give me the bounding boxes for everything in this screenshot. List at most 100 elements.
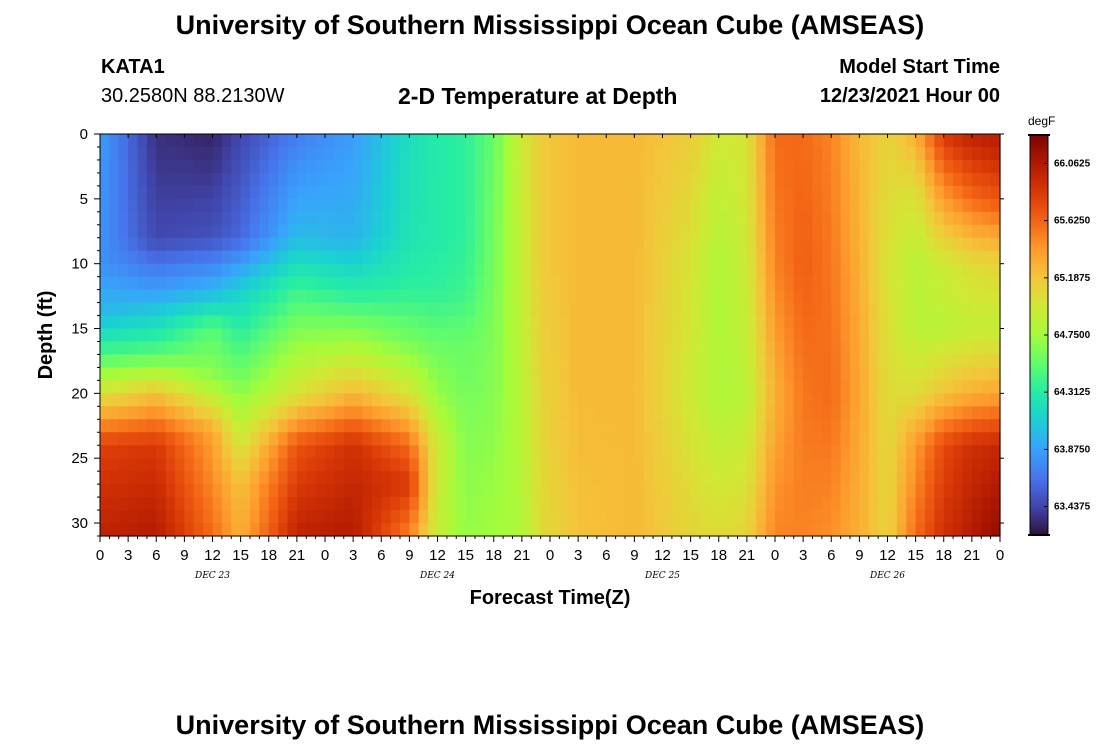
heatmap-cell xyxy=(250,497,260,511)
heatmap-cell xyxy=(821,471,832,485)
heatmap-cell xyxy=(259,393,270,407)
heatmap-cell xyxy=(831,471,842,485)
heatmap-cell xyxy=(756,419,767,433)
heatmap-cell xyxy=(934,237,945,252)
colorbar-tick-label: 66.0625 xyxy=(1054,158,1091,169)
heatmap-cell xyxy=(109,380,120,394)
heatmap-cell xyxy=(221,497,232,511)
heatmap-cell xyxy=(371,523,382,537)
heatmap-cell xyxy=(325,328,335,343)
heatmap-cell xyxy=(868,302,879,317)
heatmap-cell xyxy=(400,159,410,174)
heatmap-cell xyxy=(465,471,476,485)
heatmap-cell xyxy=(381,224,392,239)
heatmap-cell xyxy=(240,510,251,524)
heatmap-cell xyxy=(165,367,176,381)
heatmap-cell xyxy=(465,432,476,446)
heatmap-cell xyxy=(325,302,335,317)
heatmap-cell xyxy=(409,458,420,472)
heatmap-cell xyxy=(681,497,692,511)
heatmap-cell xyxy=(962,198,973,213)
heatmap-cell xyxy=(709,263,720,278)
heatmap-cell xyxy=(662,198,673,213)
heatmap-cell xyxy=(625,393,635,407)
heatmap-cell xyxy=(353,159,364,174)
heatmap-cell xyxy=(756,315,767,330)
heatmap-cell xyxy=(531,341,542,356)
heatmap-cell xyxy=(259,432,270,446)
heatmap-cell xyxy=(615,341,626,356)
heatmap-cell xyxy=(962,523,973,537)
heatmap-cell xyxy=(990,432,1001,446)
heatmap-cell xyxy=(550,484,560,498)
heatmap-cell xyxy=(109,393,120,407)
heatmap-cell xyxy=(521,354,532,369)
heatmap-cell xyxy=(596,198,607,213)
heatmap-cell xyxy=(221,419,232,433)
heatmap-cell xyxy=(559,172,570,187)
heatmap-cell xyxy=(578,471,589,485)
heatmap-cell xyxy=(671,159,682,174)
heatmap-cell xyxy=(446,458,457,472)
heatmap-cell xyxy=(756,380,767,394)
heatmap-cell xyxy=(128,302,139,317)
heatmap-cell xyxy=(296,432,307,446)
heatmap-cell xyxy=(690,328,701,343)
heatmap-cell xyxy=(418,380,429,394)
heatmap-cell xyxy=(156,250,167,265)
heatmap-cell xyxy=(100,432,110,446)
heatmap-cell xyxy=(868,250,879,265)
heatmap-cell xyxy=(371,367,382,381)
heatmap-cell xyxy=(165,484,176,498)
heatmap-cell xyxy=(934,276,945,291)
heatmap-cell xyxy=(709,523,720,537)
heatmap-cell xyxy=(671,471,682,485)
heatmap-cell xyxy=(596,497,607,511)
x-tick-label: 6 xyxy=(602,547,610,564)
heatmap-cell xyxy=(690,146,701,161)
heatmap-cell xyxy=(671,445,682,459)
heatmap-cell xyxy=(503,367,514,381)
heatmap-cell xyxy=(765,224,776,239)
heatmap-cell xyxy=(128,224,139,239)
heatmap-cell xyxy=(512,367,523,381)
heatmap-cell xyxy=(484,432,495,446)
heatmap-cell xyxy=(503,419,514,433)
heatmap-cell xyxy=(634,458,645,472)
heatmap-cell xyxy=(475,172,485,187)
heatmap-cell xyxy=(296,172,307,187)
heatmap-cell xyxy=(118,523,129,537)
heatmap-cell xyxy=(840,393,851,407)
heatmap-cell xyxy=(681,289,692,304)
heatmap-cell xyxy=(793,497,804,511)
heatmap-cell xyxy=(793,471,804,485)
heatmap-cell xyxy=(990,510,1001,524)
heatmap-cell xyxy=(840,471,851,485)
heatmap-cell xyxy=(465,341,476,356)
heatmap-cell xyxy=(240,497,251,511)
heatmap-cell xyxy=(165,172,176,187)
heatmap-cell xyxy=(775,445,785,459)
heatmap-cell xyxy=(990,341,1001,356)
heatmap-cell xyxy=(493,289,504,304)
heatmap-cell xyxy=(756,224,767,239)
heatmap-cell xyxy=(934,380,945,394)
heatmap-cell xyxy=(550,198,560,213)
y-tick-label: 30 xyxy=(71,515,88,532)
heatmap-cell xyxy=(409,250,420,265)
heatmap-cell xyxy=(531,497,542,511)
heatmap-cell xyxy=(540,263,551,278)
heatmap-cell xyxy=(840,328,851,343)
heatmap-cell xyxy=(409,276,420,291)
heatmap-cell xyxy=(484,419,495,433)
heatmap-cell xyxy=(540,523,551,537)
heatmap-cell xyxy=(268,367,279,381)
heatmap-cell xyxy=(962,432,973,446)
heatmap-cell xyxy=(681,315,692,330)
heatmap-cell xyxy=(212,237,223,252)
heatmap-cell xyxy=(962,510,973,524)
heatmap-cell xyxy=(456,523,467,537)
heatmap-cell xyxy=(868,224,879,239)
heatmap-cell xyxy=(156,445,167,459)
heatmap-cell xyxy=(287,458,298,472)
